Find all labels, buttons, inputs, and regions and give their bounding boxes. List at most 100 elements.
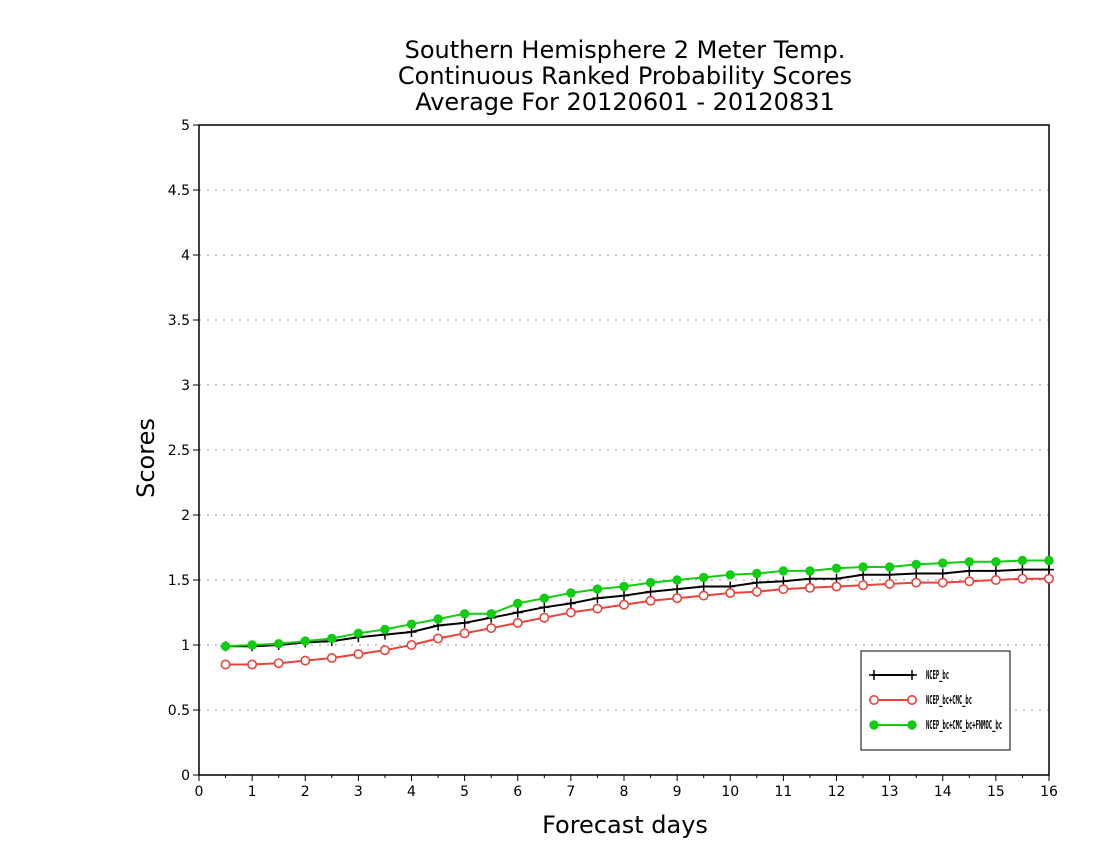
- series-2-point: [804, 582, 815, 593]
- series-2-point: [353, 649, 364, 660]
- axes: [193, 124, 1050, 781]
- series-2-point: [459, 628, 470, 639]
- series-1-point: [698, 581, 709, 592]
- series-2-point: [618, 599, 629, 610]
- x-tick-label: 11: [774, 784, 792, 800]
- y-tick-label: 1.5: [168, 573, 190, 589]
- series-3-point: [380, 624, 390, 635]
- legend-label: NCEP_bc+CMC_bc+FNMOC_bc: [926, 718, 1002, 733]
- legend-marker-end: [907, 720, 917, 730]
- y-tick-label: 1: [181, 638, 190, 654]
- series-1-point: [619, 590, 629, 601]
- x-tick-label: 8: [620, 784, 629, 800]
- series-3-point: [1044, 555, 1054, 566]
- series-3-point: [566, 588, 576, 598]
- series-2-point: [247, 659, 258, 670]
- series-1: [220, 564, 1054, 652]
- series-2-point: [406, 639, 417, 650]
- series-2-point: [512, 617, 523, 628]
- y-tick-label: 2: [181, 508, 190, 524]
- series-3-point: [752, 568, 762, 579]
- series-2-point: [273, 658, 284, 669]
- series-3-point: [300, 636, 310, 646]
- series-2-point: [433, 633, 444, 644]
- series-2-point: [486, 623, 497, 634]
- series-2-point: [831, 581, 842, 592]
- series-3-point: [938, 558, 948, 568]
- series-2-point: [698, 590, 709, 601]
- series-1-point: [964, 565, 975, 576]
- series-2-point: [300, 655, 311, 666]
- series-3-point: [459, 609, 470, 619]
- series-3-point: [858, 562, 868, 572]
- series-3-point: [486, 609, 496, 619]
- series-2-point: [778, 584, 789, 595]
- series-2-point: [911, 577, 922, 588]
- x-axis-title: Forecast days: [542, 811, 708, 839]
- x-tick-label: 2: [301, 784, 310, 800]
- x-tick-label: 0: [195, 784, 204, 800]
- y-tick-label: 0: [181, 768, 190, 784]
- x-tick-label: 3: [354, 784, 363, 800]
- x-tick-label: 13: [881, 784, 899, 800]
- series-3-point: [911, 559, 921, 570]
- y-tick-label: 0.5: [168, 703, 190, 719]
- series-2-point: [326, 652, 337, 663]
- series-3-point: [513, 598, 523, 609]
- series-2-point: [565, 607, 576, 618]
- legend-marker-start: [869, 670, 879, 680]
- series-3-point: [433, 614, 443, 624]
- series-1-point: [751, 577, 762, 588]
- series-3-point: [991, 557, 1001, 567]
- series-2-point: [592, 603, 603, 614]
- legend-marker-end: [906, 694, 917, 705]
- series-3-point: [592, 584, 603, 594]
- y-tick-label: 5: [181, 118, 190, 134]
- series-3-point: [884, 562, 895, 572]
- chart-title: Southern Hemisphere 2 Meter Temp. Contin…: [398, 36, 852, 116]
- x-tick-label: 6: [513, 784, 522, 800]
- legend-marker-start: [869, 720, 879, 730]
- series-2-point: [990, 574, 1001, 585]
- chart-title-line-2: Continuous Ranked Probability Scores: [398, 62, 852, 90]
- y-tick-label: 3: [181, 378, 190, 394]
- series-3-point: [1017, 555, 1028, 566]
- series-1-point: [645, 586, 656, 597]
- series-1-point: [911, 568, 922, 579]
- series-1-point: [1044, 564, 1054, 575]
- series-2-point: [1044, 573, 1055, 584]
- series-2-point: [937, 577, 948, 588]
- series-3-point: [964, 557, 975, 567]
- series-1-point: [539, 602, 550, 613]
- y-axis-title: Scores: [132, 418, 160, 498]
- series-2-point: [220, 659, 231, 670]
- series-3-point: [778, 566, 789, 576]
- chart-title-line-1: Southern Hemisphere 2 Meter Temp.: [405, 36, 846, 64]
- series-3-point: [220, 641, 231, 651]
- x-tick-label: 16: [1040, 784, 1058, 800]
- series-3-point: [645, 577, 656, 588]
- series-3-point: [273, 639, 284, 649]
- x-tick-label: 7: [566, 784, 575, 800]
- series-3-point: [672, 575, 682, 585]
- series-3-point: [327, 633, 337, 644]
- series-3-point: [725, 570, 735, 580]
- x-tick-label: 15: [987, 784, 1005, 800]
- series-layer: [220, 555, 1055, 670]
- series-3-point: [539, 593, 550, 603]
- series-2-point: [884, 578, 895, 589]
- gridlines: [199, 189, 1049, 711]
- series-1-point: [937, 568, 948, 579]
- series-2-point: [539, 612, 550, 623]
- series-1-point: [512, 607, 523, 618]
- series-1-point: [1017, 564, 1028, 575]
- series-2-point: [964, 576, 975, 587]
- series-2-point: [751, 586, 762, 597]
- series-3-point: [247, 640, 257, 650]
- series-3-point: [406, 619, 417, 629]
- x-tick-label: 1: [248, 784, 257, 800]
- legend: NCEP_bc NCEP_bc+CMC_bc NCEP_bc+CMC_bc+FNMO…: [860, 650, 1011, 751]
- y-tick-label: 4.5: [168, 183, 190, 199]
- y-tick-label: 3.5: [168, 313, 190, 329]
